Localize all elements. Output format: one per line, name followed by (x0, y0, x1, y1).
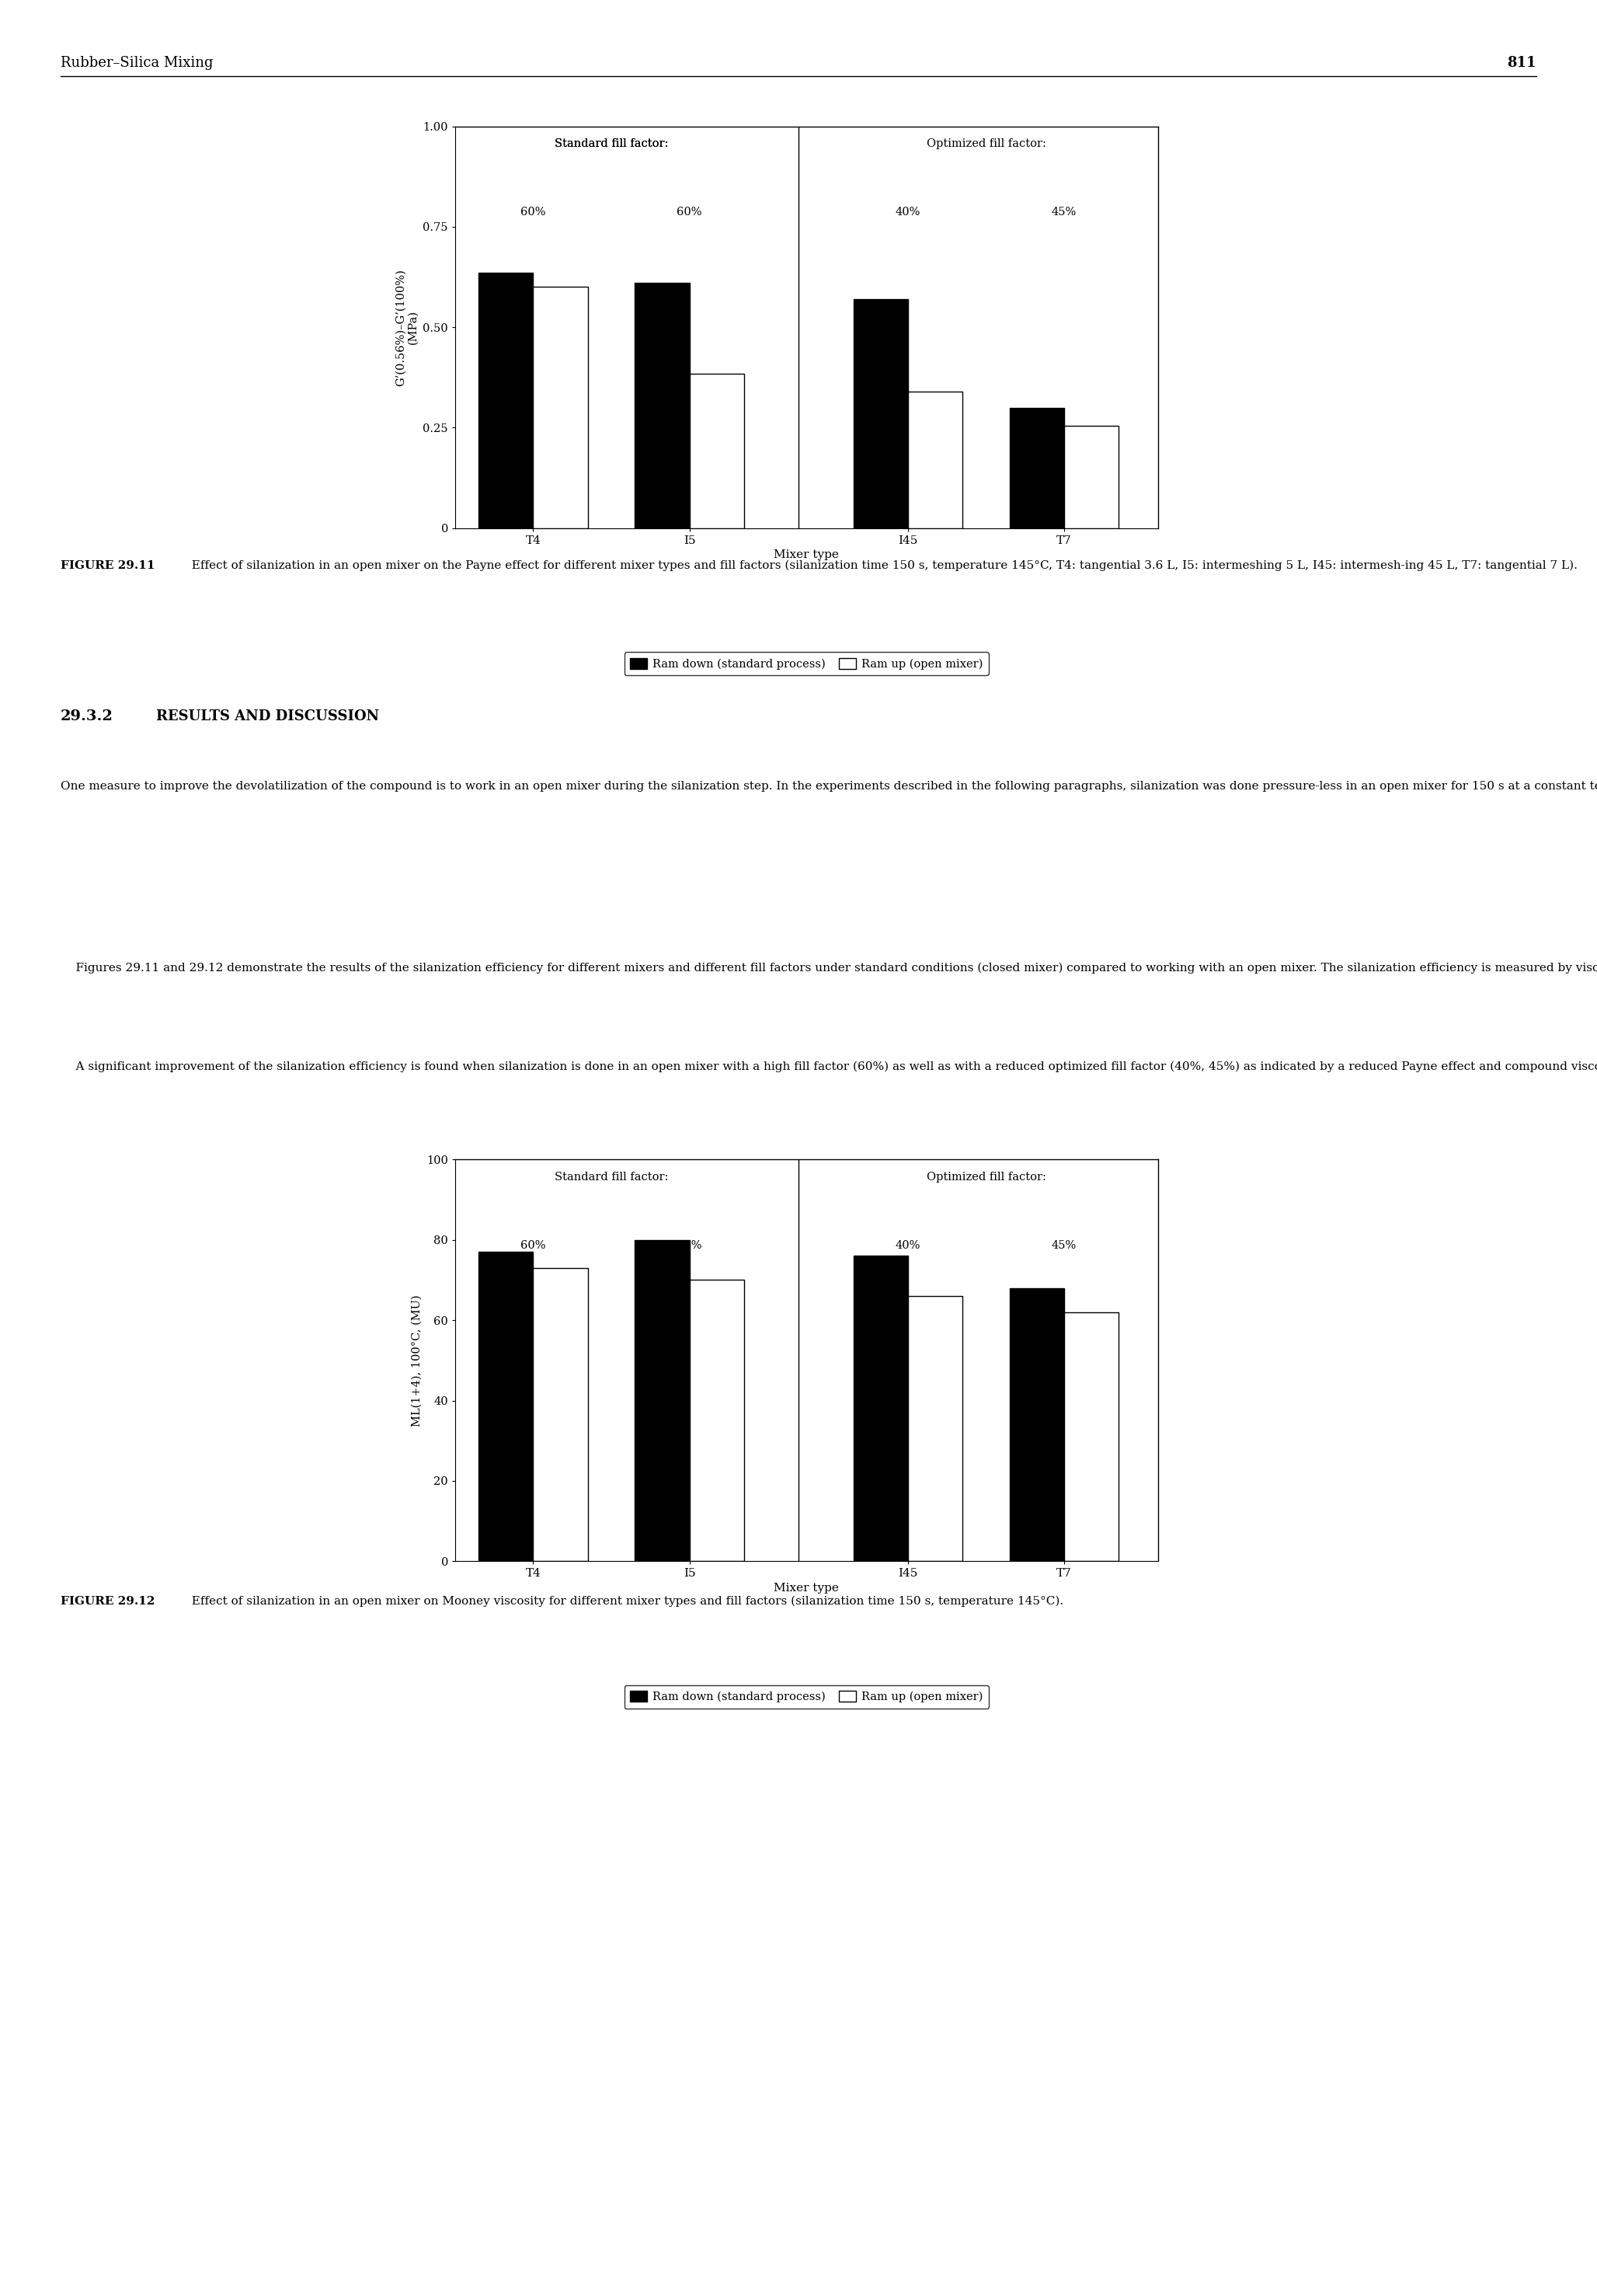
Bar (1064, 425, 1119, 528)
Bar (909, 390, 963, 528)
Bar (479, 1251, 533, 1561)
Legend: Ram down (standard process), Ram up (open mixer): Ram down (standard process), Ram up (ope… (624, 652, 989, 675)
Text: 60%: 60% (677, 207, 703, 218)
Text: 60%: 60% (677, 1240, 703, 1251)
Bar (634, 1240, 690, 1561)
Text: 45%: 45% (1051, 207, 1076, 218)
Text: FIGURE 29.12: FIGURE 29.12 (61, 1596, 155, 1607)
Text: 40%: 40% (896, 207, 920, 218)
Bar (690, 1281, 744, 1561)
Bar (690, 374, 744, 528)
Legend: Ram down (standard process), Ram up (open mixer): Ram down (standard process), Ram up (ope… (624, 1685, 989, 1708)
Y-axis label: ML(1+4), 100°C, (MU): ML(1+4), 100°C, (MU) (412, 1295, 422, 1426)
Bar (533, 287, 588, 528)
Bar (1009, 1288, 1064, 1561)
Text: Standard fill factor:: Standard fill factor: (554, 1171, 668, 1182)
Y-axis label: G’(0.56%)–G’(100%)
(MPa): G’(0.56%)–G’(100%) (MPa) (394, 269, 418, 386)
X-axis label: Mixer type: Mixer type (775, 549, 838, 560)
Text: Standard fill factor:: Standard fill factor: (554, 138, 668, 149)
Text: FIGURE 29.11: FIGURE 29.11 (61, 560, 155, 572)
Text: 29.3.2: 29.3.2 (61, 709, 113, 723)
Text: Optimized fill factor:: Optimized fill factor: (926, 138, 1046, 149)
Bar (533, 1267, 588, 1561)
Bar (1009, 409, 1064, 528)
Text: Optimized fill factor:: Optimized fill factor: (926, 1171, 1046, 1182)
X-axis label: Mixer type: Mixer type (775, 1582, 838, 1593)
Text: 40%: 40% (896, 1240, 920, 1251)
Text: 60%: 60% (521, 1240, 546, 1251)
Text: 60%: 60% (521, 207, 546, 218)
Text: Rubber–Silica Mixing: Rubber–Silica Mixing (61, 55, 214, 71)
Text: Figures 29.11 and 29.12 demonstrate the results of the silanization efficiency f: Figures 29.11 and 29.12 demonstrate the … (61, 962, 1597, 974)
Text: A significant improvement of the silanization efficiency is found when silanizat: A significant improvement of the silaniz… (61, 1061, 1597, 1072)
Text: Effect of silanization in an open mixer on the Payne effect for different mixer : Effect of silanization in an open mixer … (184, 560, 1578, 572)
Text: Effect of silanization in an open mixer on Mooney viscosity for different mixer : Effect of silanization in an open mixer … (184, 1596, 1064, 1607)
Text: One measure to improve the devolatilization of the compound is to work in an ope: One measure to improve the devolatilizat… (61, 781, 1597, 792)
Text: 45%: 45% (1051, 1240, 1076, 1251)
Bar (1064, 1313, 1119, 1561)
Bar (634, 282, 690, 528)
Bar (479, 273, 533, 528)
Bar (909, 1295, 963, 1561)
Text: 811: 811 (1508, 55, 1536, 71)
Bar (853, 298, 909, 528)
Text: Standard fill factor:: Standard fill factor: (554, 138, 668, 149)
Text: RESULTS AND DISCUSSION: RESULTS AND DISCUSSION (157, 709, 380, 723)
Bar (853, 1256, 909, 1561)
